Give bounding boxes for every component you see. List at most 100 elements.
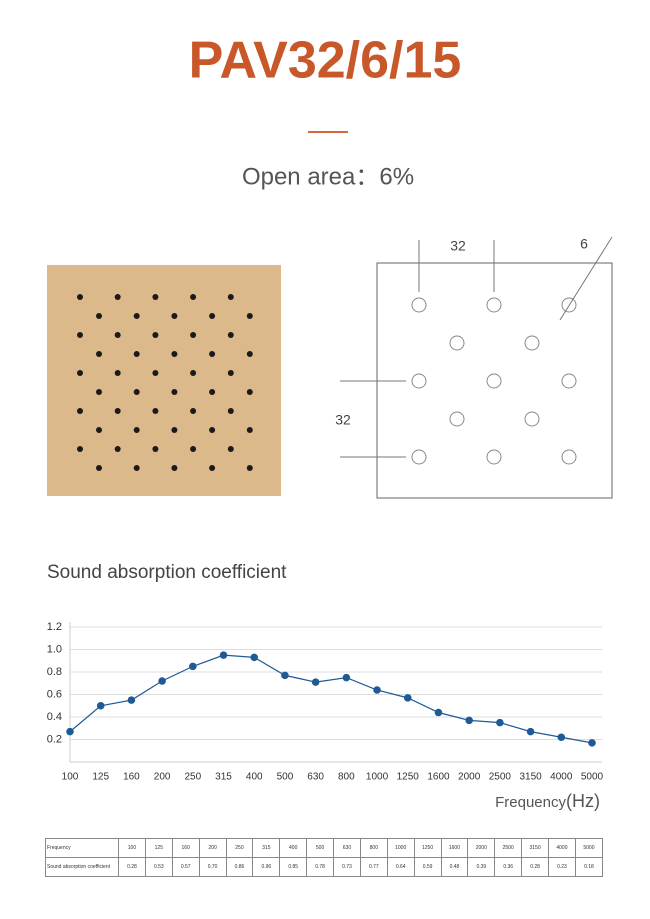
hole	[209, 465, 216, 471]
hole	[246, 313, 253, 319]
x-tick-label: 1000	[366, 772, 389, 783]
table-cell: 200	[198, 838, 227, 858]
panel-holes	[77, 294, 253, 471]
table-cell: 1000	[386, 838, 415, 858]
hole	[246, 465, 253, 471]
panel-sample	[47, 265, 281, 496]
hole	[152, 332, 159, 338]
hole	[486, 449, 502, 465]
hole	[77, 294, 83, 300]
point	[311, 678, 320, 686]
x-tick-label: 1250	[397, 772, 420, 783]
pitch-label: 32	[450, 238, 466, 254]
point	[557, 733, 566, 742]
table-cell: Sound absorption coefficient	[45, 857, 119, 877]
hole	[561, 449, 577, 465]
hole	[133, 313, 140, 319]
hole	[190, 446, 197, 452]
hole	[96, 351, 102, 357]
y-tick-label: 0.6	[47, 688, 62, 700]
y-tick-label: 1.0	[47, 643, 62, 655]
hole	[524, 335, 540, 351]
table-cell: 0.85	[279, 857, 308, 877]
hole	[96, 389, 102, 395]
y-tick-label: 1.2	[47, 621, 62, 633]
hole	[209, 351, 216, 357]
hole	[152, 370, 159, 376]
table-cell: 1250	[413, 838, 442, 858]
x-axis-unit: (Hz)	[566, 791, 600, 811]
hole	[133, 351, 140, 357]
table-cell: 0.57	[171, 857, 200, 877]
hole	[227, 332, 234, 338]
y-tick-label: 0.8	[47, 666, 62, 678]
table-row: Sound absorption coefficient 0.28 0.53 0.57…	[45, 857, 604, 877]
x-tick-label: 315	[215, 772, 232, 783]
x-tick-label: 3150	[519, 772, 542, 783]
table-cell: 0.23	[548, 857, 576, 877]
hole	[449, 411, 465, 427]
hole	[133, 465, 140, 471]
hole	[171, 427, 178, 433]
hole	[449, 335, 465, 351]
hole	[114, 294, 121, 300]
x-tick-label: 2500	[489, 772, 512, 783]
x-tick-label: 125	[92, 772, 109, 783]
point	[189, 662, 197, 671]
hole	[152, 294, 159, 300]
table-cell: 0.39	[467, 857, 496, 877]
table-cell: 125	[144, 838, 173, 858]
chart: 0.2 0.4 0.6 0.8 1.0 1.2 100 125 160 200 250 315 400 5…	[47, 621, 604, 811]
hole	[227, 408, 234, 414]
point	[219, 651, 228, 659]
hole	[171, 465, 178, 471]
point	[496, 718, 504, 727]
point	[465, 716, 473, 725]
table-cell: 0.36	[494, 857, 523, 877]
table-cell: 2000	[467, 838, 496, 858]
hole	[561, 297, 577, 313]
hole	[133, 427, 140, 433]
hole	[190, 408, 197, 414]
point	[588, 739, 596, 747]
table-cell: 0.64	[386, 857, 415, 877]
y-tick-label: 0.4	[47, 711, 62, 723]
table-cell: 250	[225, 838, 254, 858]
point	[281, 671, 289, 680]
hole	[114, 446, 121, 452]
y-tick-label: 0.2	[47, 733, 62, 745]
table-cell: 0.78	[306, 857, 334, 877]
point	[127, 696, 136, 704]
table-row: Frequency 100 125 160 200 250 315 400 500 630 800 1…	[45, 838, 604, 858]
hole	[77, 408, 83, 414]
hole	[190, 294, 197, 300]
table-cell: 0.77	[359, 857, 388, 877]
hole	[114, 408, 121, 414]
table-cell: 0.28	[118, 857, 146, 877]
hole	[190, 332, 197, 338]
hole	[486, 373, 502, 389]
table-cell: 0.28	[521, 857, 549, 877]
table-cell: 4000	[548, 838, 576, 858]
x-axis-label: Frequency	[495, 794, 566, 811]
hole	[114, 370, 121, 376]
table-cell: 100	[118, 838, 146, 858]
data-table: Frequency 100 125 160 200 250 315 400 500 630 800 1…	[45, 838, 604, 877]
x-tick-label: 200	[154, 772, 171, 783]
hole	[246, 351, 253, 357]
point	[250, 653, 259, 662]
hole	[227, 446, 234, 452]
open-area: Open area：6%	[242, 163, 414, 190]
table-cell: 0.53	[144, 857, 173, 877]
title: PAV32/6/15	[189, 32, 462, 90]
pitch-label: 32	[335, 412, 351, 428]
hole	[524, 411, 540, 427]
hole	[209, 313, 216, 319]
hole	[77, 446, 83, 452]
table-cell: 0.48	[440, 857, 469, 877]
hole	[96, 313, 102, 319]
hole	[96, 427, 102, 433]
x-tick-label: 630	[307, 772, 324, 783]
hole	[227, 370, 234, 376]
table-cell: 0.70	[198, 857, 227, 877]
